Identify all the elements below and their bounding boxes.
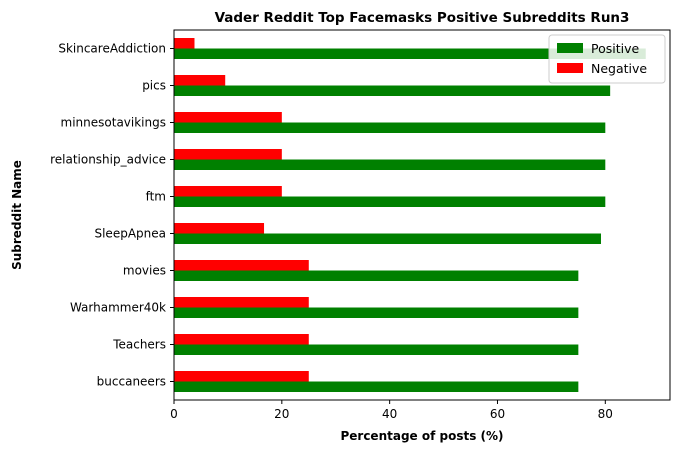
x-axis-label: Percentage of posts (%)	[340, 429, 503, 443]
y-tick-label: relationship_advice	[50, 153, 166, 167]
bar-positive	[174, 196, 606, 207]
y-tick-label: Teachers	[112, 338, 166, 352]
legend-swatch	[557, 63, 583, 73]
y-tick-label: buccaneers	[97, 375, 166, 389]
y-tick-label: pics	[142, 79, 166, 93]
bar-positive	[174, 122, 606, 133]
bar-negative	[174, 38, 195, 49]
x-tick-label: 60	[490, 407, 505, 421]
bar-negative	[174, 297, 309, 308]
bar-negative	[174, 149, 282, 160]
y-tick-label: movies	[123, 264, 166, 278]
bar-positive	[174, 233, 601, 244]
legend-swatch	[557, 43, 583, 53]
y-tick-label: SleepApnea	[94, 227, 166, 241]
bar-negative	[174, 371, 309, 382]
bar-negative	[174, 260, 309, 271]
legend-label: Negative	[591, 61, 647, 76]
plot-area: buccaneers Teachers Warhammer40k movies Slee…	[50, 29, 671, 421]
bar-positive	[174, 381, 579, 392]
bar-negative	[174, 75, 226, 86]
x-tick-label: 20	[274, 407, 289, 421]
y-tick-label: minnesotavikings	[61, 116, 166, 130]
y-tick-label: SkincareAddiction	[58, 42, 166, 56]
chart-title: Vader Reddit Top Facemasks Positive Subr…	[215, 10, 630, 26]
bar-positive	[174, 344, 579, 355]
legend: Positive Negative	[548, 34, 666, 84]
x-tick-label: 0	[170, 407, 178, 421]
y-tick-label: ftm	[146, 190, 166, 204]
legend-label: Positive	[591, 41, 639, 56]
bar-negative	[174, 223, 265, 234]
bar-negative	[174, 112, 282, 123]
bar-positive	[174, 270, 579, 281]
bar-negative	[174, 186, 282, 197]
x-tick-label: 80	[598, 407, 613, 421]
bar-positive	[174, 48, 646, 59]
bar-negative	[174, 334, 309, 345]
axes-frame	[173, 29, 671, 401]
bar-positive	[174, 307, 579, 318]
bar-positive	[174, 159, 606, 170]
x-tick-label: 40	[382, 407, 397, 421]
bar-positive	[174, 85, 611, 96]
y-tick-label: Warhammer40k	[70, 301, 166, 315]
y-axis-label: Subreddit Name	[10, 160, 24, 270]
